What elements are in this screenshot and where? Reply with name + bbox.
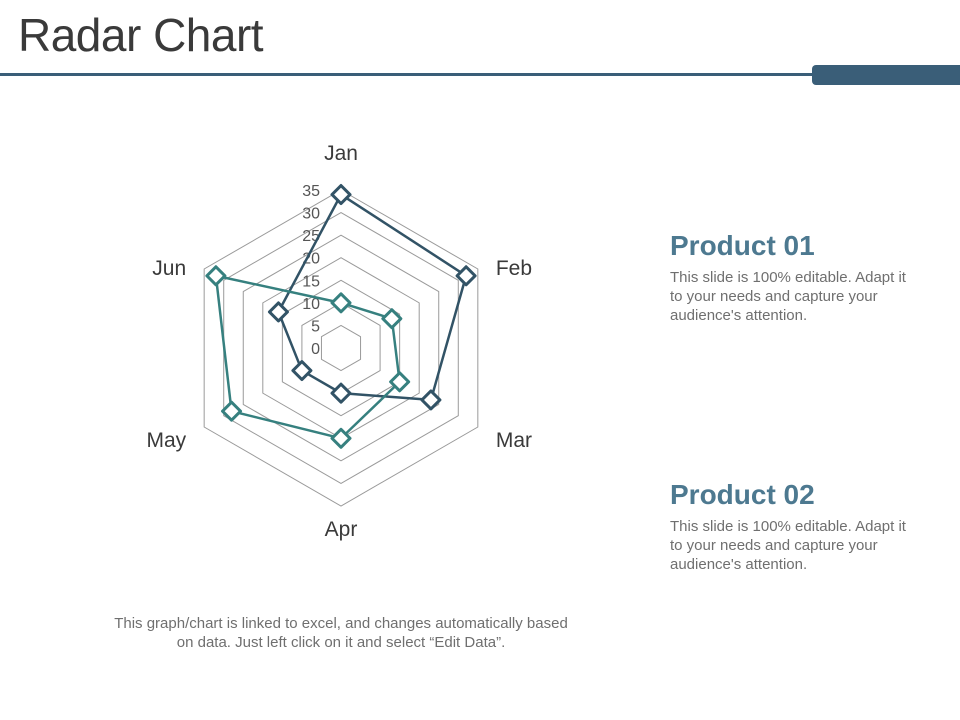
tick-label-0: 0 <box>311 341 320 358</box>
product-01-heading: Product 01 <box>670 230 815 261</box>
series-1 <box>267 184 477 411</box>
series-2-point-jun <box>205 265 227 287</box>
chart-footnote: This graph/chart is linked to excel, and… <box>114 615 568 651</box>
radar-grid <box>203 189 479 507</box>
title-accent-tab <box>812 65 960 85</box>
radar-series <box>205 184 477 449</box>
tick-label-4: 20 <box>302 251 320 268</box>
tick-label-6: 30 <box>302 206 320 223</box>
tick-label-3: 15 <box>302 273 320 290</box>
tick-label-2: 10 <box>302 296 320 313</box>
product-02-heading: Product 02 <box>670 479 815 510</box>
series-1-point-apr <box>330 382 352 404</box>
series-2-point-apr <box>330 427 352 449</box>
grid-ring-7 <box>203 189 479 507</box>
series-2-point-feb <box>381 308 403 330</box>
series-2-point-may <box>221 400 243 422</box>
category-label-feb: Feb <box>496 257 532 280</box>
grid-ring-6 <box>223 211 459 485</box>
series-2-point-mar <box>389 371 411 393</box>
series-1-point-mar <box>420 389 442 411</box>
product-01-description: This slide is 100% editable. Adapt it to… <box>670 269 906 324</box>
series-2-point-jan <box>330 292 352 314</box>
radar-category-labels: Jan Feb Mar Apr May Jun <box>146 142 532 541</box>
title-underline <box>0 73 812 76</box>
series-1-point-feb <box>455 265 477 287</box>
series-2 <box>205 265 411 449</box>
tick-label-7: 35 <box>302 183 320 200</box>
grid-ring-1 <box>320 324 362 372</box>
category-label-jun: Jun <box>152 257 186 280</box>
category-label-mar: Mar <box>496 429 532 452</box>
category-label-apr: Apr <box>325 518 358 541</box>
series-1-point-jan <box>330 184 352 206</box>
grid-ring-5 <box>242 234 440 462</box>
tick-label-1: 5 <box>311 318 320 335</box>
category-label-jan: Jan <box>324 142 358 165</box>
product-02-description: This slide is 100% editable. Adapt it to… <box>670 518 906 573</box>
series-1-point-may <box>291 360 313 382</box>
slide-title: Radar Chart <box>18 9 264 61</box>
category-label-may: May <box>146 429 186 452</box>
series-1-point-jun <box>267 301 289 323</box>
